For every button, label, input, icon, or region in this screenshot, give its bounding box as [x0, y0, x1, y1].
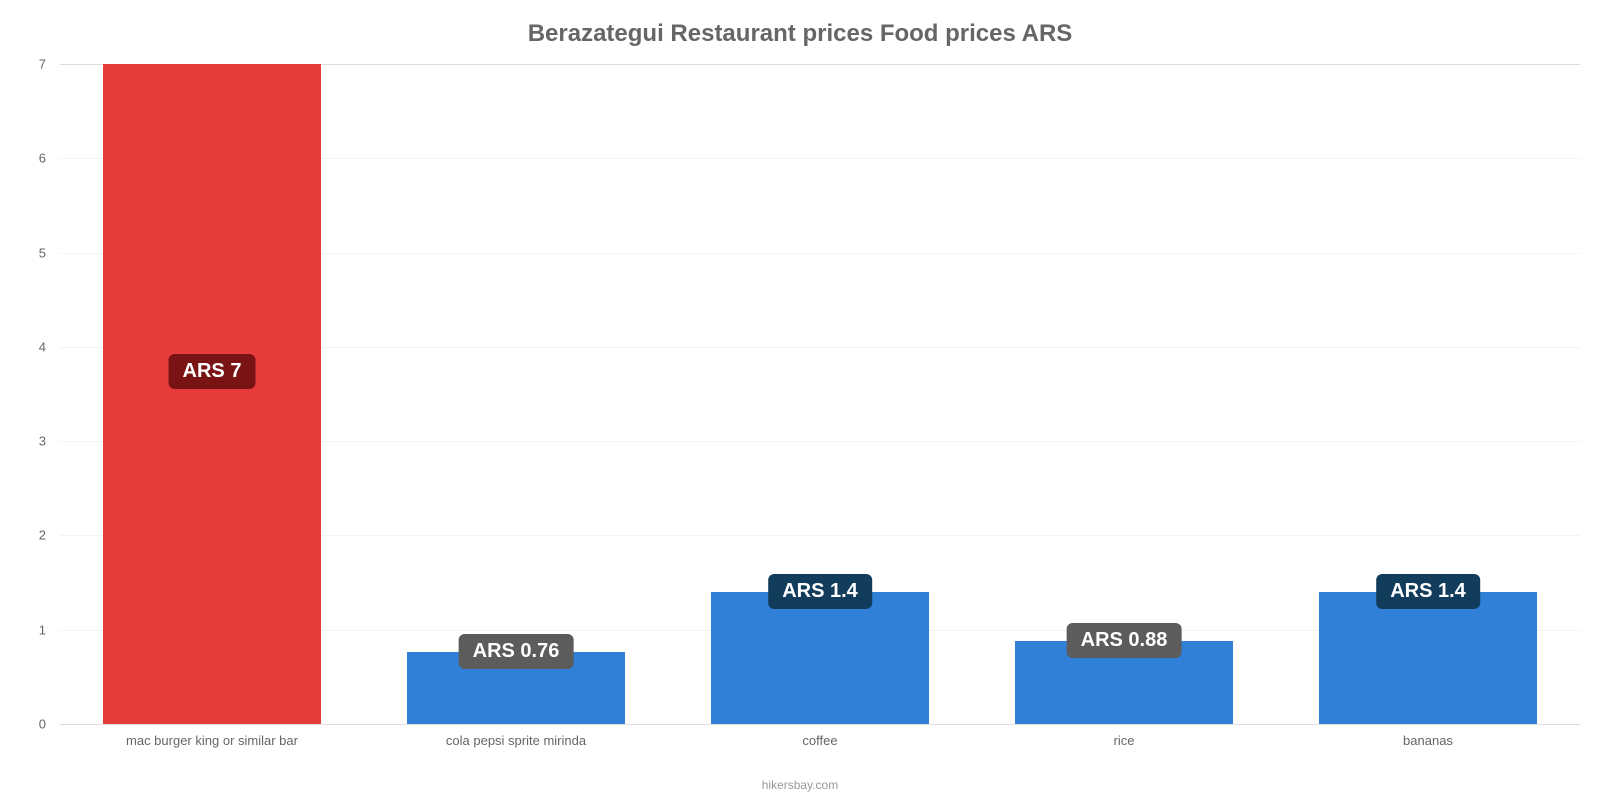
y-tick-label: 4: [39, 339, 46, 354]
chart-title: Berazategui Restaurant prices Food price…: [40, 20, 1560, 48]
bar-chart: Berazategui Restaurant prices Food price…: [0, 0, 1600, 800]
bar: ARS 1.4: [711, 592, 930, 724]
bars-row: ARS 7 ARS 0.76 ARS 1.4 ARS 0.88 ARS 1.4: [60, 64, 1580, 724]
axis-line: [60, 724, 1580, 725]
y-tick-label: 3: [39, 434, 46, 449]
plot-area: 01234567 ARS 7ARS 0.76ARS 1.4ARS 0.88ARS…: [60, 64, 1580, 724]
y-tick-label: 6: [39, 151, 46, 166]
bar: ARS 1.4: [1319, 592, 1538, 724]
y-tick-label: 5: [39, 245, 46, 260]
bar: ARS 0.88: [1015, 641, 1234, 724]
value-label: ARS 0.76: [459, 634, 574, 669]
bar-slot: ARS 0.76: [364, 64, 668, 724]
bar: ARS 7: [103, 64, 322, 724]
bar-slot: ARS 7: [60, 64, 364, 724]
y-tick-label: 2: [39, 528, 46, 543]
value-label: ARS 0.88: [1067, 623, 1182, 658]
y-tick-label: 1: [39, 622, 46, 637]
x-tick-label: rice: [972, 733, 1276, 748]
bar-slot: ARS 0.88: [972, 64, 1276, 724]
y-tick-label: 7: [39, 57, 46, 72]
x-tick-label: coffee: [668, 733, 972, 748]
x-axis-labels: mac burger king or similar barcola pepsi…: [60, 733, 1580, 748]
x-tick-label: cola pepsi sprite mirinda: [364, 733, 668, 748]
x-tick-label: mac burger king or similar bar: [60, 733, 364, 748]
credit-text: hikersbay.com: [0, 778, 1600, 792]
bar-slot: ARS 1.4: [668, 64, 972, 724]
bar-slot: ARS 1.4: [1276, 64, 1580, 724]
value-label: ARS 7: [169, 354, 256, 389]
x-tick-label: bananas: [1276, 733, 1580, 748]
y-tick-label: 0: [39, 717, 46, 732]
value-label: ARS 1.4: [768, 574, 872, 609]
bar: ARS 0.76: [407, 652, 626, 724]
value-label: ARS 1.4: [1376, 574, 1480, 609]
